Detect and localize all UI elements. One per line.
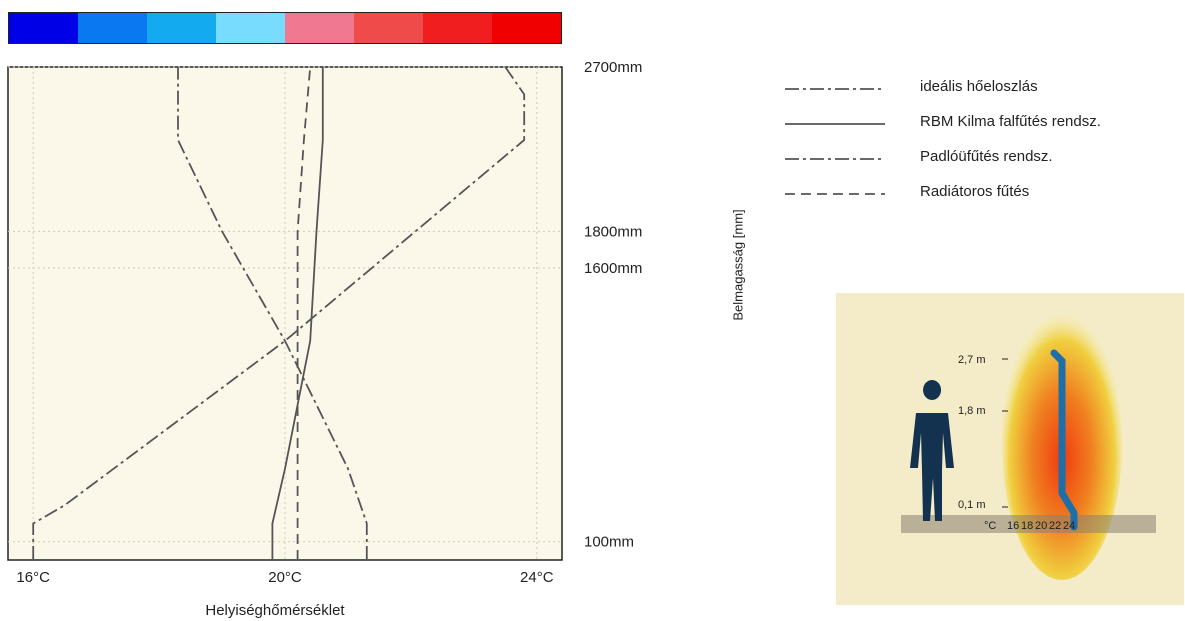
temperature-scale-bar — [901, 515, 1156, 533]
y-tick-label-1: 1600mm — [584, 260, 642, 277]
person-silhouette — [910, 380, 954, 521]
y-tick-label-2: 1800mm — [584, 223, 642, 240]
unit-label: °C — [984, 520, 996, 532]
x-tick-labels: 16°C 20°C 24°C — [16, 569, 553, 586]
color-segment-0 — [9, 13, 78, 43]
series-lines — [32, 66, 526, 560]
legend-label-0: ideális hőeloszlás — [920, 78, 1038, 95]
legend-item-0: ideális hőeloszlás — [780, 78, 1180, 113]
series-line-2 — [32, 66, 526, 560]
color-segment-4 — [285, 13, 354, 43]
scale-label-16: 16 — [1007, 520, 1019, 532]
legend-label-1: RBM Kilma falfűtés rendsz. — [920, 113, 1101, 130]
scale-label-24: 24 — [1063, 520, 1075, 532]
y-axis-label: Belmagasság [mm] — [730, 209, 746, 321]
color-segment-6 — [423, 13, 492, 43]
height-label-low: 0,1 m — [958, 499, 986, 511]
series-line-1 — [271, 67, 324, 560]
color-segment-3 — [216, 13, 285, 43]
color-segment-7 — [492, 13, 561, 43]
temperature-color-scale — [8, 12, 562, 44]
legend-item-1: RBM Kilma falfűtés rendsz. — [780, 113, 1180, 148]
x-tick-label-1: 20°C — [268, 569, 302, 586]
legend-swatch-1 — [785, 123, 885, 125]
legend-swatch-2 — [785, 158, 885, 160]
legend-label-3: Radiátoros fűtés — [920, 183, 1030, 200]
legend-item-2: Padlóüfűtés rendsz. — [780, 148, 1180, 183]
legend-swatch-0 — [785, 88, 885, 90]
legend-swatch-3 — [785, 193, 885, 195]
heating-illustration: 2,7 m 1,8 m 0,1 m °C 16 18 20 22 24 — [836, 293, 1184, 605]
x-tick-label-0: 16°C — [16, 569, 50, 586]
scale-label-22: 22 — [1049, 520, 1061, 532]
color-segment-2 — [147, 13, 216, 43]
temperature-curve — [1050, 349, 1078, 531]
x-tick-label-2: 24°C — [520, 569, 554, 586]
legend: ideális hőeloszlás RBM Kilma falfűtés ren… — [780, 78, 1180, 218]
series-line-0 — [177, 67, 368, 560]
legend-label-2: Padlóüfűtés rendsz. — [920, 148, 1053, 165]
legend-item-3: Radiátoros fűtés — [780, 183, 1180, 218]
color-segment-5 — [354, 13, 423, 43]
grid-lines — [8, 66, 562, 560]
y-tick-label-3: 2700mm — [584, 59, 642, 76]
x-axis-label: Helyiséghőmérséklet — [205, 602, 345, 619]
height-label-mid: 1,8 m — [958, 405, 986, 417]
height-label-top: 2,7 m — [958, 354, 986, 366]
y-tick-labels: 100mm 1600mm 1800mm 2700mm — [584, 59, 642, 551]
y-tick-label-0: 100mm — [584, 534, 634, 551]
scale-label-18: 18 — [1021, 520, 1033, 532]
scale-label-20: 20 — [1035, 520, 1047, 532]
series-line-3 — [296, 66, 312, 560]
color-segment-1 — [78, 13, 147, 43]
